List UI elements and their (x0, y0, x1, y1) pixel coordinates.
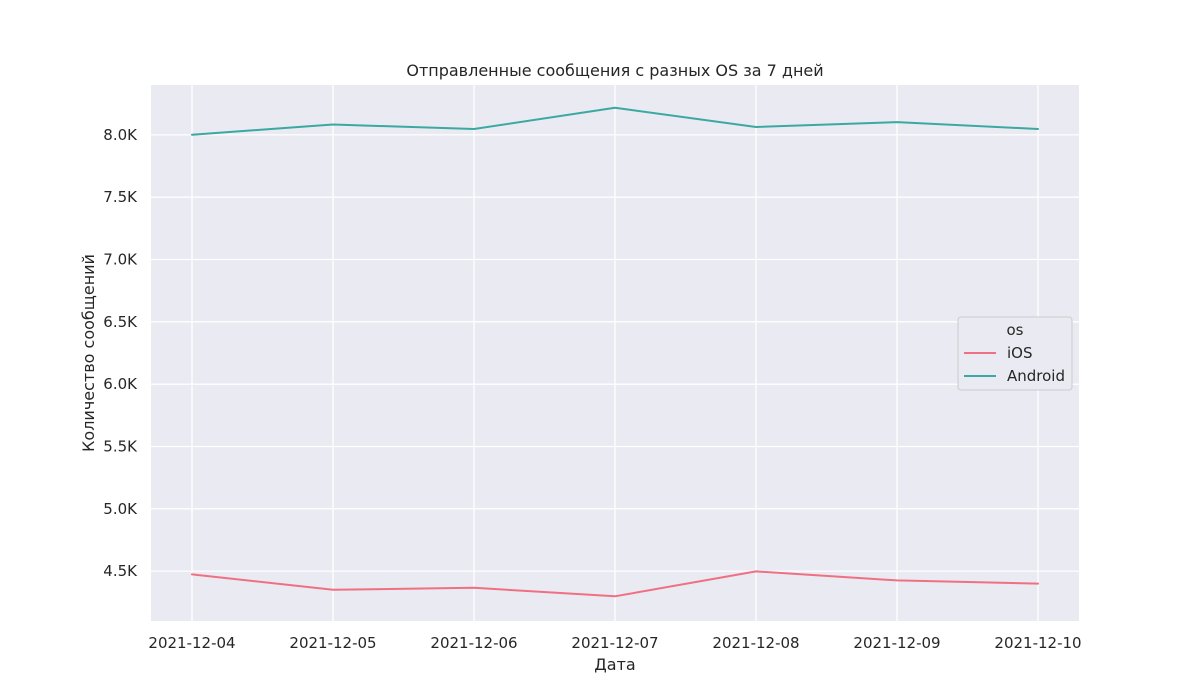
y-tick-label: 7.0K (103, 251, 138, 269)
x-tick-label: 2021-12-10 (994, 634, 1081, 652)
y-tick-label: 6.0K (103, 375, 138, 393)
legend-label-android: Android (1007, 367, 1065, 385)
series-layer (191, 106, 1039, 598)
series-line-android (191, 106, 1039, 136)
legend: os iOS Android (957, 316, 1073, 391)
y-tick-label: 4.5K (103, 562, 138, 580)
y-tick-label: 6.5K (103, 313, 138, 331)
y-axis-title: Количество сообщений (79, 254, 98, 452)
legend-title: os (1007, 321, 1024, 339)
legend-box (957, 316, 1073, 391)
x-tick-label: 2021-12-07 (571, 634, 658, 652)
series-line-ios (191, 570, 1039, 598)
y-tick-label: 5.0K (103, 500, 138, 518)
y-tick-label: 7.5K (103, 188, 138, 206)
y-tick-label: 8.0K (103, 126, 138, 144)
y-tick-label: 5.5K (103, 437, 138, 455)
x-axis-ticks: 2021-12-04 2021-12-05 2021-12-06 2021-12-07… (148, 634, 1081, 652)
x-tick-label: 2021-12-08 (712, 634, 799, 652)
x-tick-label: 2021-12-04 (148, 634, 235, 652)
x-tick-label: 2021-12-06 (430, 634, 517, 652)
legend-label-ios: iOS (1007, 344, 1033, 362)
y-axis-ticks: 4.5K 5.0K 5.5K 6.0K 6.5K 7.0K 7.5K 8.0K (103, 126, 138, 580)
x-tick-label: 2021-12-09 (853, 634, 940, 652)
x-tick-label: 2021-12-05 (289, 634, 376, 652)
x-axis-title: Дата (594, 655, 635, 674)
chart-title: Отправленные сообщения с разных OS за 7 … (406, 61, 823, 80)
